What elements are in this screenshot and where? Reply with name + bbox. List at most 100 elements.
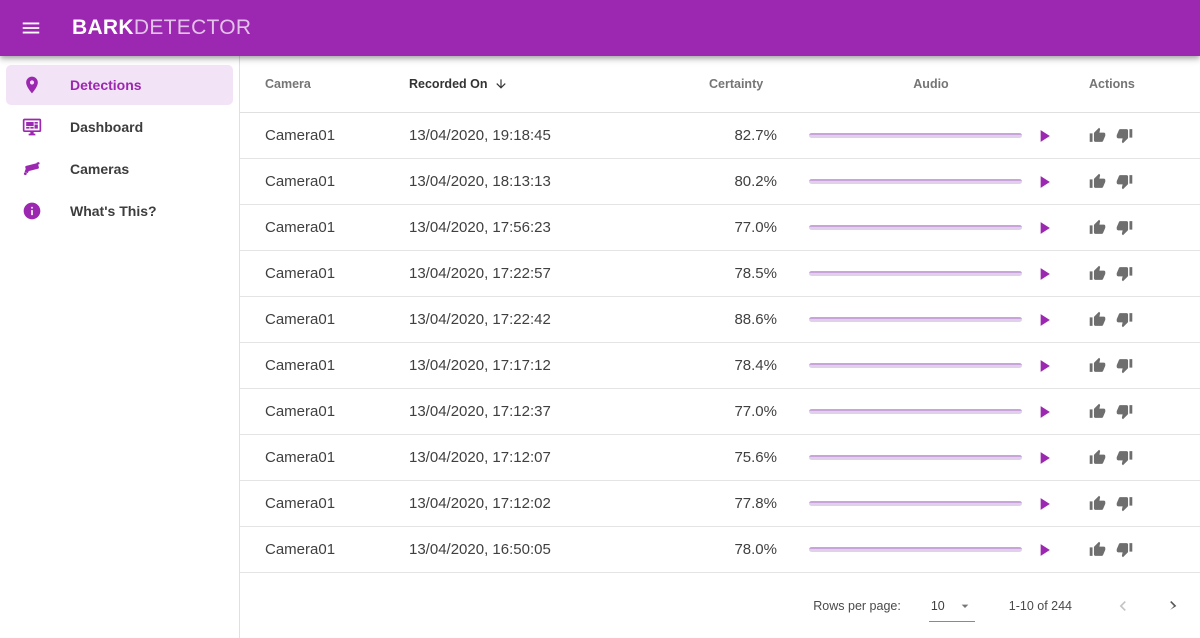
actions-cell <box>1059 449 1200 466</box>
audio-progress-bar[interactable] <box>809 317 1022 322</box>
chevron-left-icon <box>1113 596 1133 616</box>
play-icon[interactable] <box>1034 402 1054 422</box>
play-icon[interactable] <box>1034 540 1054 560</box>
camera-cell: Camera01 <box>265 495 336 512</box>
certainty-cell: 75.6% <box>734 449 777 466</box>
play-icon[interactable] <box>1034 494 1054 514</box>
rows-per-page-value: 10 <box>930 598 945 613</box>
thumbs-up-button[interactable] <box>1089 265 1106 282</box>
thumbs-up-button[interactable] <box>1089 495 1106 512</box>
sidebar-item-detections[interactable]: Detections <box>6 65 233 105</box>
audio-progress-bar[interactable] <box>809 547 1022 552</box>
certainty-cell: 80.2% <box>734 173 777 190</box>
thumbs-down-button[interactable] <box>1116 311 1133 328</box>
previous-page-button[interactable] <box>1110 593 1136 619</box>
column-header-actions: Actions <box>1089 77 1135 91</box>
map-marker-icon <box>14 67 50 103</box>
thumbs-down-button[interactable] <box>1116 127 1133 144</box>
certainty-cell: 77.0% <box>734 219 777 236</box>
next-page-button[interactable] <box>1160 593 1186 619</box>
audio-progress-bar[interactable] <box>809 179 1022 184</box>
sidebar-item-label: Dashboard <box>70 119 144 135</box>
audio-player <box>777 540 1059 560</box>
thumbs-down-button[interactable] <box>1116 495 1133 512</box>
thumbs-down-button[interactable] <box>1116 265 1133 282</box>
thumbs-down-button[interactable] <box>1116 173 1133 190</box>
sidebar-item-label: Detections <box>70 77 142 93</box>
play-icon[interactable] <box>1034 356 1054 376</box>
app-title: BARKDETECTOR <box>72 16 251 40</box>
audio-progress-bar[interactable] <box>809 363 1022 368</box>
rows-per-page-label: Rows per page: <box>813 598 901 613</box>
recorded-cell: 13/04/2020, 17:22:57 <box>409 265 551 282</box>
audio-progress-bar[interactable] <box>809 501 1022 506</box>
audio-player <box>777 126 1059 146</box>
certainty-cell: 77.0% <box>734 403 777 420</box>
audio-player <box>777 264 1059 284</box>
play-icon[interactable] <box>1034 264 1054 284</box>
table-row: Camera01 13/04/2020, 17:12:02 77.8% <box>240 481 1200 527</box>
recorded-cell: 13/04/2020, 17:56:23 <box>409 219 551 236</box>
camera-cell: Camera01 <box>265 357 336 374</box>
audio-progress-bar[interactable] <box>809 409 1022 414</box>
actions-cell <box>1059 357 1200 374</box>
camera-cell: Camera01 <box>265 265 336 282</box>
recorded-cell: 13/04/2020, 17:22:42 <box>409 311 551 328</box>
recorded-cell: 13/04/2020, 16:50:05 <box>409 541 551 558</box>
thumbs-up-button[interactable] <box>1089 541 1106 558</box>
column-header-certainty[interactable]: Certainty <box>709 77 764 91</box>
sidebar-item-cameras[interactable]: Cameras <box>6 149 233 189</box>
chevron-right-icon <box>1163 596 1183 616</box>
camera-cell: Camera01 <box>265 403 336 420</box>
app-title-primary: BARK <box>72 16 134 39</box>
actions-cell <box>1059 541 1200 558</box>
sidebar-item-whats-this[interactable]: What's This? <box>6 191 233 231</box>
play-icon[interactable] <box>1034 126 1054 146</box>
column-header-recorded-on[interactable]: Recorded On <box>409 77 709 91</box>
rows-per-page-select[interactable]: 10 <box>928 598 975 622</box>
column-header-camera[interactable]: Camera <box>265 77 311 91</box>
thumbs-up-button[interactable] <box>1089 449 1106 466</box>
camera-cell: Camera01 <box>265 541 336 558</box>
recorded-cell: 13/04/2020, 17:12:37 <box>409 403 551 420</box>
certainty-cell: 78.4% <box>734 357 777 374</box>
info-icon <box>14 193 50 229</box>
play-icon[interactable] <box>1034 310 1054 330</box>
camera-cell: Camera01 <box>265 219 336 236</box>
thumbs-down-button[interactable] <box>1116 219 1133 236</box>
app-bar: BARKDETECTOR <box>0 0 1200 56</box>
thumbs-down-button[interactable] <box>1116 403 1133 420</box>
thumbs-down-button[interactable] <box>1116 357 1133 374</box>
thumbs-down-button[interactable] <box>1116 449 1133 466</box>
audio-progress-bar[interactable] <box>809 133 1022 138</box>
table-header-row: Camera Recorded On Certainty Audio Actio… <box>240 56 1200 113</box>
cctv-camera-icon <box>14 151 50 187</box>
thumbs-down-button[interactable] <box>1116 541 1133 558</box>
actions-cell <box>1059 127 1200 144</box>
audio-progress-bar[interactable] <box>809 225 1022 230</box>
audio-player <box>777 172 1059 192</box>
actions-cell <box>1059 219 1200 236</box>
audio-progress-bar[interactable] <box>809 455 1022 460</box>
hamburger-menu-icon[interactable] <box>13 10 49 46</box>
thumbs-up-button[interactable] <box>1089 219 1106 236</box>
thumbs-up-button[interactable] <box>1089 127 1106 144</box>
play-icon[interactable] <box>1034 448 1054 468</box>
play-icon[interactable] <box>1034 172 1054 192</box>
audio-player <box>777 356 1059 376</box>
audio-player <box>777 494 1059 514</box>
chevron-down-icon <box>957 598 973 614</box>
table-row: Camera01 13/04/2020, 16:50:05 78.0% <box>240 527 1200 573</box>
table-row: Camera01 13/04/2020, 19:18:45 82.7% <box>240 113 1200 159</box>
thumbs-up-button[interactable] <box>1089 403 1106 420</box>
thumbs-up-button[interactable] <box>1089 311 1106 328</box>
sidebar-item-dashboard[interactable]: Dashboard <box>6 107 233 147</box>
audio-player <box>777 448 1059 468</box>
table-row: Camera01 13/04/2020, 17:12:37 77.0% <box>240 389 1200 435</box>
thumbs-up-button[interactable] <box>1089 173 1106 190</box>
table-row: Camera01 13/04/2020, 17:56:23 77.0% <box>240 205 1200 251</box>
audio-player <box>777 310 1059 330</box>
audio-progress-bar[interactable] <box>809 271 1022 276</box>
play-icon[interactable] <box>1034 218 1054 238</box>
thumbs-up-button[interactable] <box>1089 357 1106 374</box>
